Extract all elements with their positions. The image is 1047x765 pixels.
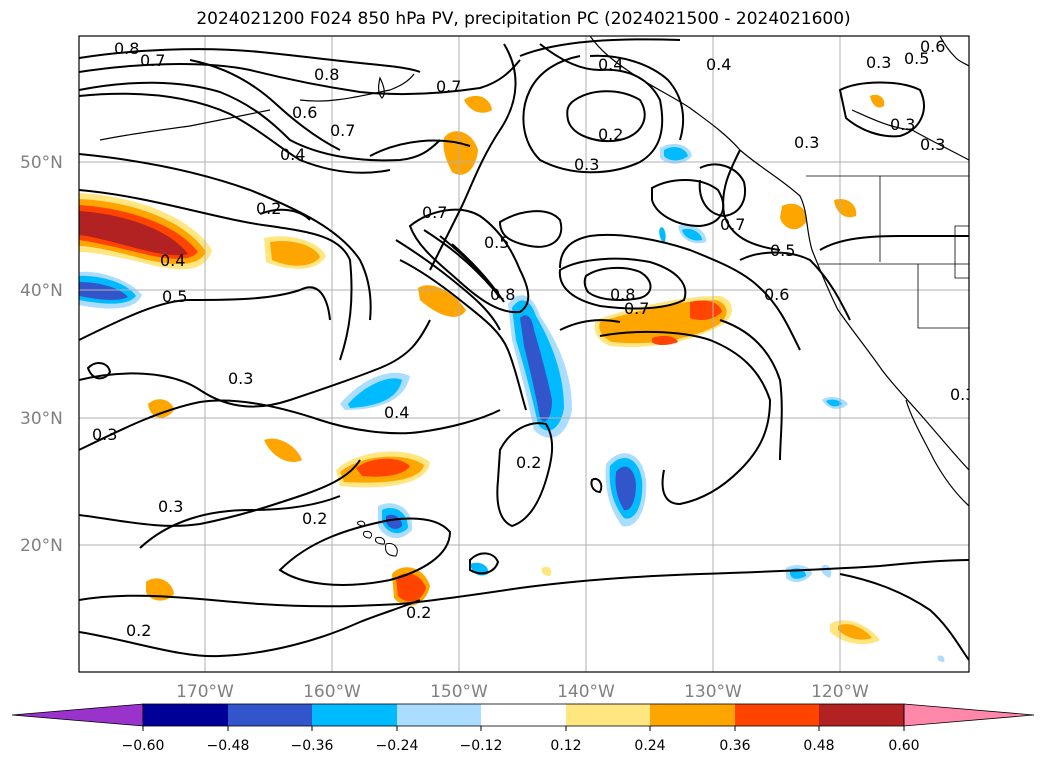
contour-label: 0.2 [406,603,431,622]
contour-label: 0.7 [436,77,461,96]
map-area: 0.8 0.7 0.8 0.6 0.7 0.4 0.2 0.7 0.4 0.2 … [79,36,975,672]
colorbar-tick-label: −0.60 [122,738,165,754]
colorbar-segment [397,704,481,726]
contour-label: 0.5 [162,287,187,306]
contour-label: 0.3 [890,115,915,134]
colorbar: −0.60 −0.48 −0.36 −0.24 −0.12 0.12 0.24 … [11,703,1035,754]
latitude-labels: 50°N 40°N 30°N 20°N [20,153,63,556]
contour-label: 0.3 [92,425,117,444]
lon-label: 150°W [430,682,488,702]
contour-label: 0.3 [228,369,253,388]
contour-label: 0.2 [302,509,327,528]
contour-label: 0.2 [516,453,541,472]
contour-label: 0.3 [794,133,819,152]
colorbar-segment [143,704,228,726]
contour-label: 0.6 [764,285,789,304]
colorbar-tick-label: −0.24 [376,738,419,754]
precipitation-shading [79,94,945,662]
contour-label: 0.7 [140,51,165,70]
political-borders [806,175,969,329]
contour-label: 0.4 [384,403,409,422]
colorbar-tick-label: 0.60 [888,738,919,754]
colorbar-segment [481,704,566,726]
hawaii-islands [357,520,398,557]
contour-label: 0.3 [866,53,891,72]
colorbar-segment [228,704,312,726]
contour-label: 0.6 [292,103,317,122]
colorbar-tick-label: 0.24 [634,738,665,754]
colorbar-segment [735,704,819,726]
contour-label: 0.7 [422,203,447,222]
contour-label: 0.2 [256,199,281,218]
contour-label: 0.4 [706,55,731,74]
contour-label: 0.8 [610,285,635,304]
colorbar-tick-label: −0.48 [207,738,250,754]
contour-label: 0.4 [280,145,305,164]
graticule [79,36,969,672]
contour-label: 0.7 [330,121,355,140]
colorbar-tick-label: 0.36 [719,738,750,754]
contour-labels: 0.8 0.7 0.8 0.6 0.7 0.4 0.2 0.7 0.4 0.2 … [92,37,975,640]
colorbar-segment [566,704,650,726]
colorbar-extend-high [903,703,1035,727]
contour-label: 0.8 [314,65,339,84]
contour-label: 0.3 [574,155,599,174]
lon-label: 120°W [811,682,869,702]
lon-label: 170°W [176,682,234,702]
longitude-labels: 170°W 160°W 150°W 140°W 130°W 120°W [176,682,869,702]
lon-label: 130°W [684,682,742,702]
lon-label: 160°W [303,682,361,702]
contour-label: 0.7 [720,215,745,234]
colorbar-tick-label: −0.12 [460,738,503,754]
contour-label: 0.6 [920,37,945,56]
colorbar-tick-label: −0.36 [291,738,334,754]
contour-label: 0.5 [904,49,929,68]
contour-label: 0.7 [624,299,649,318]
contour-label: 0.3 [158,497,183,516]
contour-label: 0.2 [598,125,623,144]
pv-contours [79,38,969,661]
lon-label: 140°W [557,682,615,702]
map-frame [78,35,970,673]
contour-label: 0.3 [920,135,945,154]
lat-label: 40°N [20,281,63,301]
contour-label: 0.8 [114,39,139,58]
colorbar-segment [312,704,397,726]
figure-title: 2024021200 F024 850 hPa PV, precipitatio… [196,9,851,29]
colorbar-tick-label: 0.12 [550,738,581,754]
contour-label: 0.2 [126,621,151,640]
contour-label: 0.3 [950,385,975,404]
lat-label: 50°N [20,153,63,173]
contour-label: 0.5 [484,233,509,252]
colorbar-tick-label: 0.48 [803,738,834,754]
coastlines [99,36,969,507]
lat-label: 20°N [20,536,63,556]
contour-label: 0.5 [770,241,795,260]
contour-label: 0.8 [490,285,515,304]
colorbar-segment [819,704,904,726]
lat-label: 30°N [20,409,63,429]
contour-label: 0.4 [598,55,623,74]
colorbar-segment [650,704,735,726]
contour-label: 0.4 [160,251,185,270]
colorbar-extend-low [11,703,144,727]
